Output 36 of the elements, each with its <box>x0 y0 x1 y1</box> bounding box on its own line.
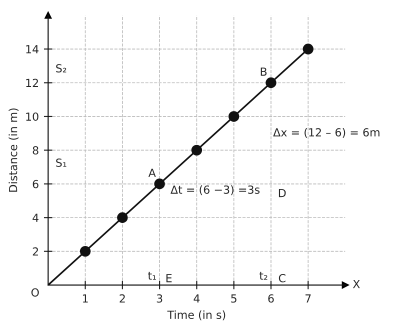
x-tick-label: 5 <box>231 294 236 303</box>
annotation: E <box>166 274 172 282</box>
point <box>154 178 165 190</box>
point <box>302 44 314 54</box>
y-axis-title: Distance (in m) <box>8 108 19 192</box>
text: O <box>31 288 39 297</box>
annotation: S₁ <box>56 158 66 167</box>
x-tick-label: 6 <box>268 294 274 303</box>
annotation: Δt = (6 −3) =3s <box>170 185 260 196</box>
annotation: t₂ <box>259 272 268 280</box>
point <box>117 212 128 223</box>
x-tick-label: 4 <box>194 294 200 303</box>
y-tick-label: 6 <box>32 180 38 188</box>
annotation: A <box>148 168 156 177</box>
x-axis-title: Time (in s) <box>167 310 226 320</box>
y-tick-label: 2 <box>32 247 38 256</box>
y-tick-label: 8 <box>32 146 38 155</box>
point <box>191 144 202 156</box>
annotation: B <box>260 68 267 76</box>
point <box>228 111 240 122</box>
text: X <box>352 280 360 288</box>
point <box>266 77 276 88</box>
y-tick-label: 4 <box>32 214 38 222</box>
x-tick-label: 7 <box>306 294 311 303</box>
y-tick-label: 14 <box>26 45 38 54</box>
annotation: D <box>278 188 286 198</box>
x-tick-label: 1 <box>82 294 88 303</box>
y-tick-label: 12 <box>26 78 38 87</box>
annotation: C <box>278 274 286 282</box>
x-tick-label: 2 <box>120 294 125 303</box>
annotation: t₁ <box>148 272 156 280</box>
y-tick-label: 10 <box>26 112 38 121</box>
x-tick-label: 3 <box>156 294 162 303</box>
point <box>80 246 91 257</box>
annotation: S₂ <box>56 64 66 72</box>
annotation: Δx = (12 – 6) = 6m <box>273 128 380 138</box>
